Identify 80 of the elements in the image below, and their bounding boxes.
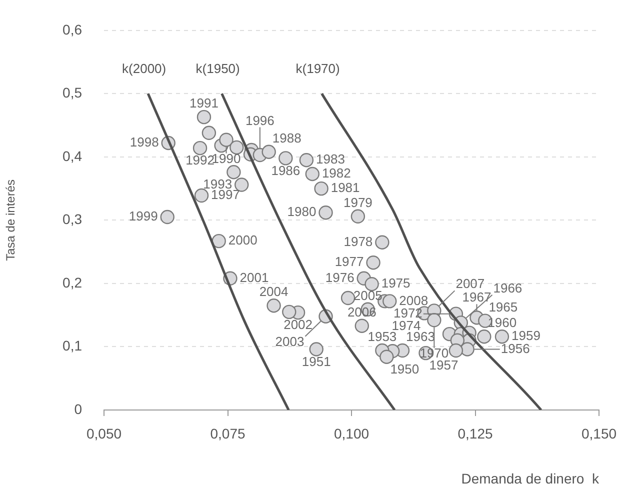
annotation: 2008 [399, 292, 428, 308]
annotation: 1981 [330, 180, 360, 196]
annotation: 1950 [390, 361, 420, 376]
annotation: 2001 [240, 270, 269, 285]
annotation: 1980 [287, 204, 316, 220]
annotation: 1976 [325, 270, 354, 285]
annotation: 1975 [381, 276, 410, 291]
annotation: 1978 [344, 234, 373, 249]
series-label: k(1950) [196, 61, 240, 76]
point [305, 166, 320, 182]
annotation: 1986 [271, 162, 300, 178]
y-tick-label: 0,4 [62, 148, 82, 164]
annotation: 2007 [456, 276, 485, 292]
annotation: 1996 [245, 112, 274, 128]
annotation: 1957 [429, 358, 458, 373]
point [427, 313, 442, 328]
y-tick-label: 0,6 [62, 21, 82, 38]
point [266, 298, 281, 313]
point [314, 181, 328, 196]
annotation: 1979 [343, 194, 372, 210]
point [282, 304, 296, 320]
annotation: 1951 [302, 354, 331, 369]
point [477, 330, 492, 344]
point [340, 290, 356, 306]
point [194, 188, 209, 203]
x-tick-label: 0,050 [86, 425, 122, 442]
x-axis-title: Demanda de dinero k [461, 470, 600, 486]
x-tick-label: 0,125 [458, 425, 493, 442]
annotation: 2000 [228, 232, 258, 248]
x-tick-label: 0,150 [581, 425, 617, 442]
point [309, 342, 324, 356]
point [196, 110, 212, 124]
x-tick-label: 0,100 [334, 425, 370, 442]
point [262, 144, 276, 159]
series-label: k(1970) [296, 61, 340, 76]
y-tick-label: 0,3 [62, 211, 82, 228]
annotation: 2005 [353, 288, 382, 303]
annotation: 2003 [275, 334, 304, 349]
annotation: 1999 [128, 208, 158, 224]
point [366, 255, 380, 270]
y-axis-title: Tasa de interés [4, 180, 18, 261]
annotation: 1988 [272, 130, 302, 146]
point [219, 132, 234, 147]
point [192, 140, 208, 156]
x-tick-label: 0,075 [210, 425, 246, 442]
annotation: 1983 [316, 152, 345, 167]
y-tick-label: 0,1 [62, 338, 82, 354]
annotation: 1991 [190, 96, 218, 111]
point [364, 277, 379, 292]
point [380, 350, 394, 364]
annotation: 1982 [322, 166, 351, 181]
y-tick-label: 0,2 [62, 274, 82, 290]
point [278, 151, 293, 166]
point [448, 343, 464, 358]
point [318, 206, 333, 220]
annotation: 1967 [462, 290, 492, 305]
point [382, 294, 397, 308]
series-label: k(2000) [122, 61, 166, 76]
y-tick-label: 0 [74, 400, 82, 417]
annotation: 2002 [284, 317, 312, 332]
annotation: 1959 [512, 328, 540, 344]
point [226, 165, 241, 180]
annotation: 1992 [186, 152, 214, 168]
annotation: 2004 [259, 284, 288, 300]
annotation: 1998 [130, 134, 159, 150]
annotation: 1956 [500, 340, 530, 356]
y-tick-label: 0,5 [62, 84, 82, 101]
point [299, 152, 314, 168]
point [230, 140, 244, 155]
point [354, 318, 369, 333]
point [460, 342, 474, 356]
point [212, 234, 226, 248]
point [350, 209, 366, 224]
point [202, 126, 216, 140]
point [160, 210, 174, 224]
point [494, 330, 510, 344]
point [375, 235, 390, 250]
annotation: 1965 [488, 299, 518, 314]
annotation: 1977 [334, 254, 364, 270]
annotation: 1966 [493, 280, 522, 296]
